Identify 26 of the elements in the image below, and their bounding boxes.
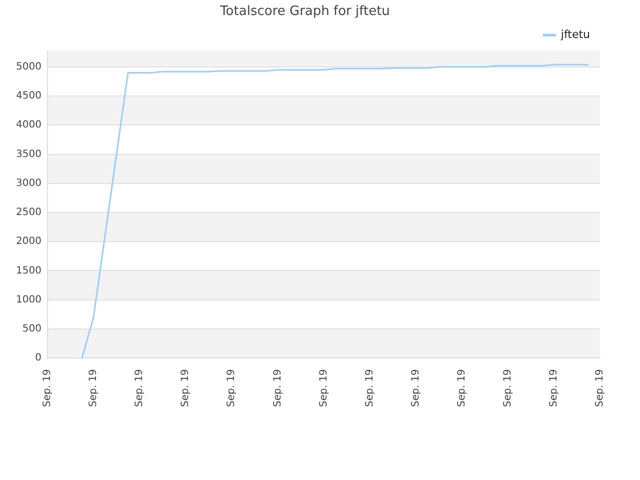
y-tick-label: 2000 [16, 236, 42, 248]
x-tick-label: Sep. 19 [272, 369, 284, 408]
y-tick-label: 3500 [16, 148, 42, 160]
y-tick-label: 3000 [16, 178, 42, 189]
chart-title: Totalscore Graph for jftetu [219, 4, 390, 20]
x-tick-label: Sep. 19 [226, 369, 238, 408]
y-tick-label: 500 [22, 324, 42, 335]
x-tick-label: Sep. 19 [180, 369, 192, 408]
y-tick-label: 1500 [16, 265, 42, 276]
y-tick-label: 5000 [16, 62, 42, 72]
x-tick-label: Sep. 19 [364, 369, 376, 408]
x-tick-label: Sep. 19 [456, 369, 468, 408]
y-tick-label: 0 [35, 352, 42, 364]
legend-label: jftetu [560, 28, 590, 41]
x-tick-label: Sep. 19 [42, 369, 54, 408]
y-tick-label: 2500 [16, 207, 42, 218]
y-tick-label: 4500 [16, 90, 42, 102]
x-tick-label: Sep. 19 [410, 369, 422, 408]
x-tick-label: Sep. 19 [502, 369, 514, 408]
x-tick-label: Sep. 19 [318, 369, 330, 408]
x-tick-label: Sep. 19 [134, 369, 146, 408]
x-tick-label: Sep. 19 [88, 369, 100, 408]
y-tick-label: 1000 [16, 294, 42, 306]
y-tick-label: 4000 [16, 120, 42, 131]
x-tick-label: Sep. 19 [548, 369, 560, 408]
x-tick-label: Sep. 19 [594, 369, 606, 408]
